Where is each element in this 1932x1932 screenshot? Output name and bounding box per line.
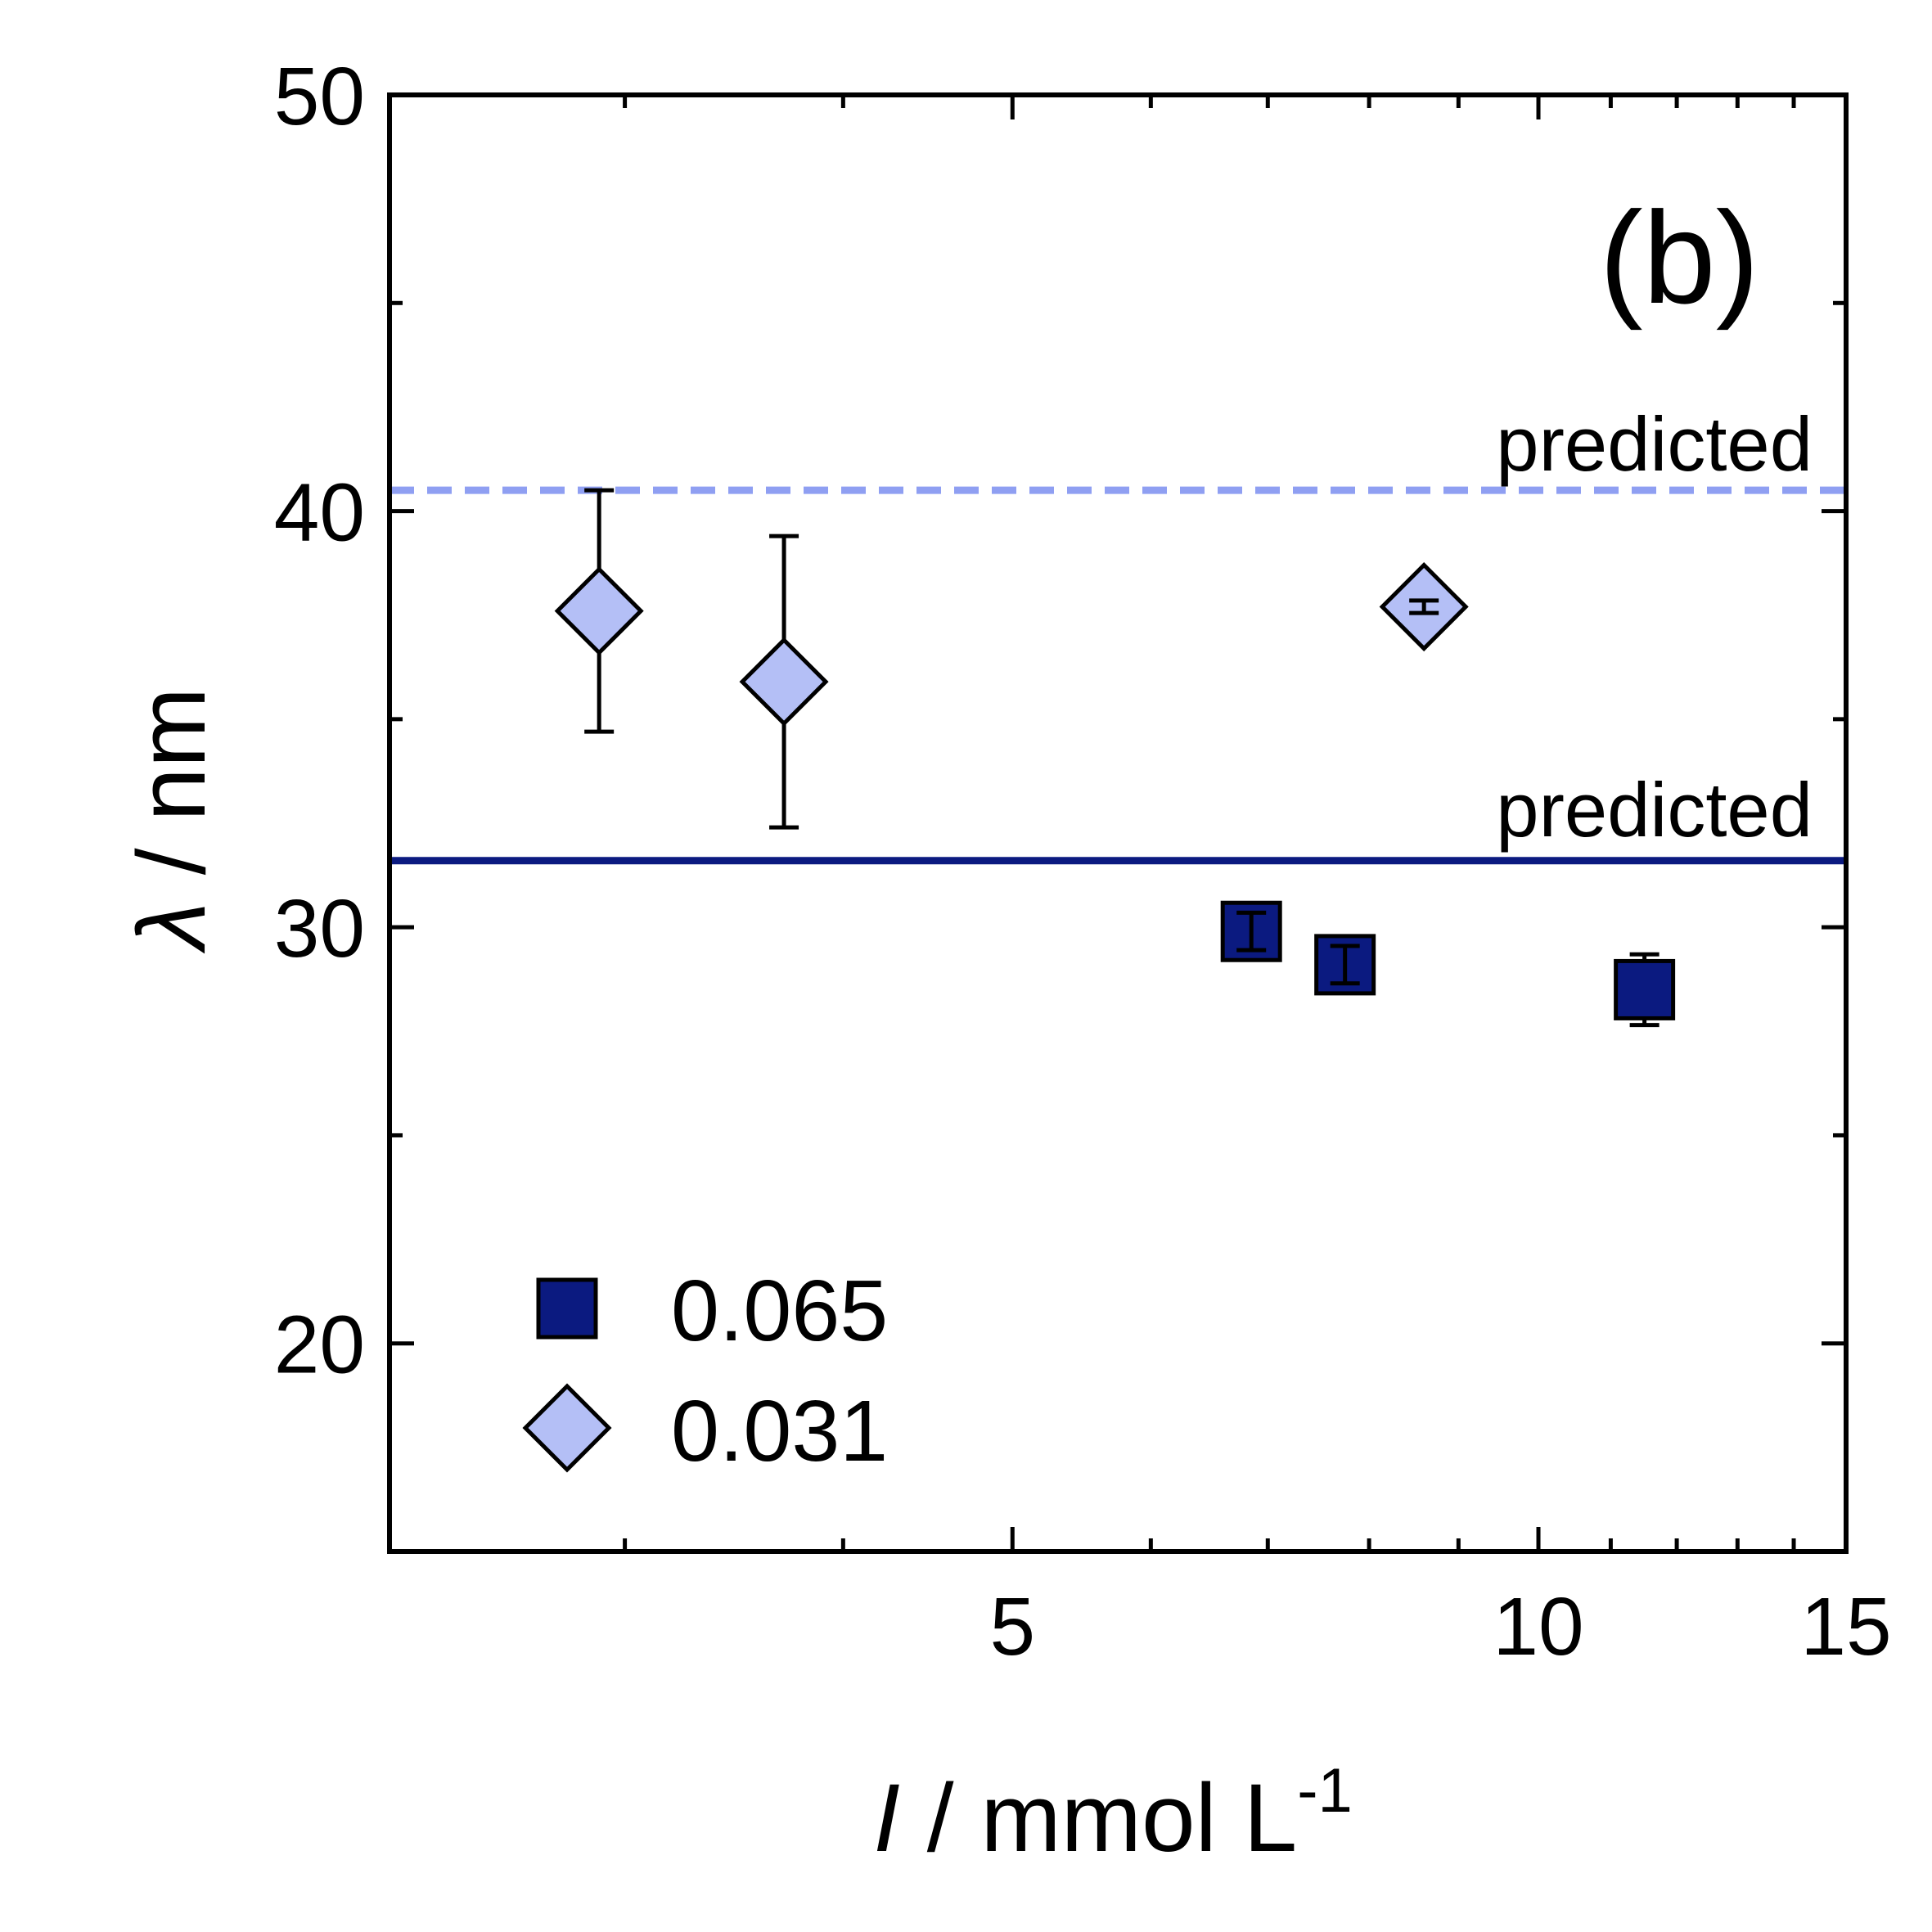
reference-lines <box>390 486 1846 865</box>
legend-marker-diamond <box>522 1383 612 1473</box>
x-axis-title: I / mmol L-1 <box>873 1756 1353 1872</box>
x-tick-label: 10 <box>1493 1581 1583 1673</box>
x-tick-label: 5 <box>989 1581 1035 1673</box>
y-tick-label: 50 <box>274 51 365 142</box>
y-axis-title: λ / nm <box>118 687 226 954</box>
legend-marker-square <box>536 1277 598 1340</box>
y-tick-labels: 20 30 40 50 <box>274 51 365 1391</box>
x-tick-label: 15 <box>1800 1581 1891 1673</box>
plot-frame <box>387 92 1849 1554</box>
data-point-diamond <box>554 566 644 656</box>
legend-label-1: 0.031 <box>671 1383 888 1479</box>
y-tick-label: 20 <box>274 1299 365 1391</box>
panel-label: (b) <box>1599 184 1759 331</box>
data-point-square <box>1614 958 1676 1020</box>
x-tick-labels: 5 10 15 <box>989 1581 1891 1673</box>
predicted-label-solid: predicted <box>1496 767 1813 853</box>
y-tick-label: 30 <box>274 883 365 975</box>
legend-label-0: 0.065 <box>671 1263 888 1359</box>
data-points <box>554 488 1676 1028</box>
legend: 0.065 0.031 <box>522 1263 888 1479</box>
y-tick-label: 40 <box>274 467 365 559</box>
data-point-diamond <box>739 637 829 727</box>
predicted-label-dashed: predicted <box>1496 401 1813 487</box>
